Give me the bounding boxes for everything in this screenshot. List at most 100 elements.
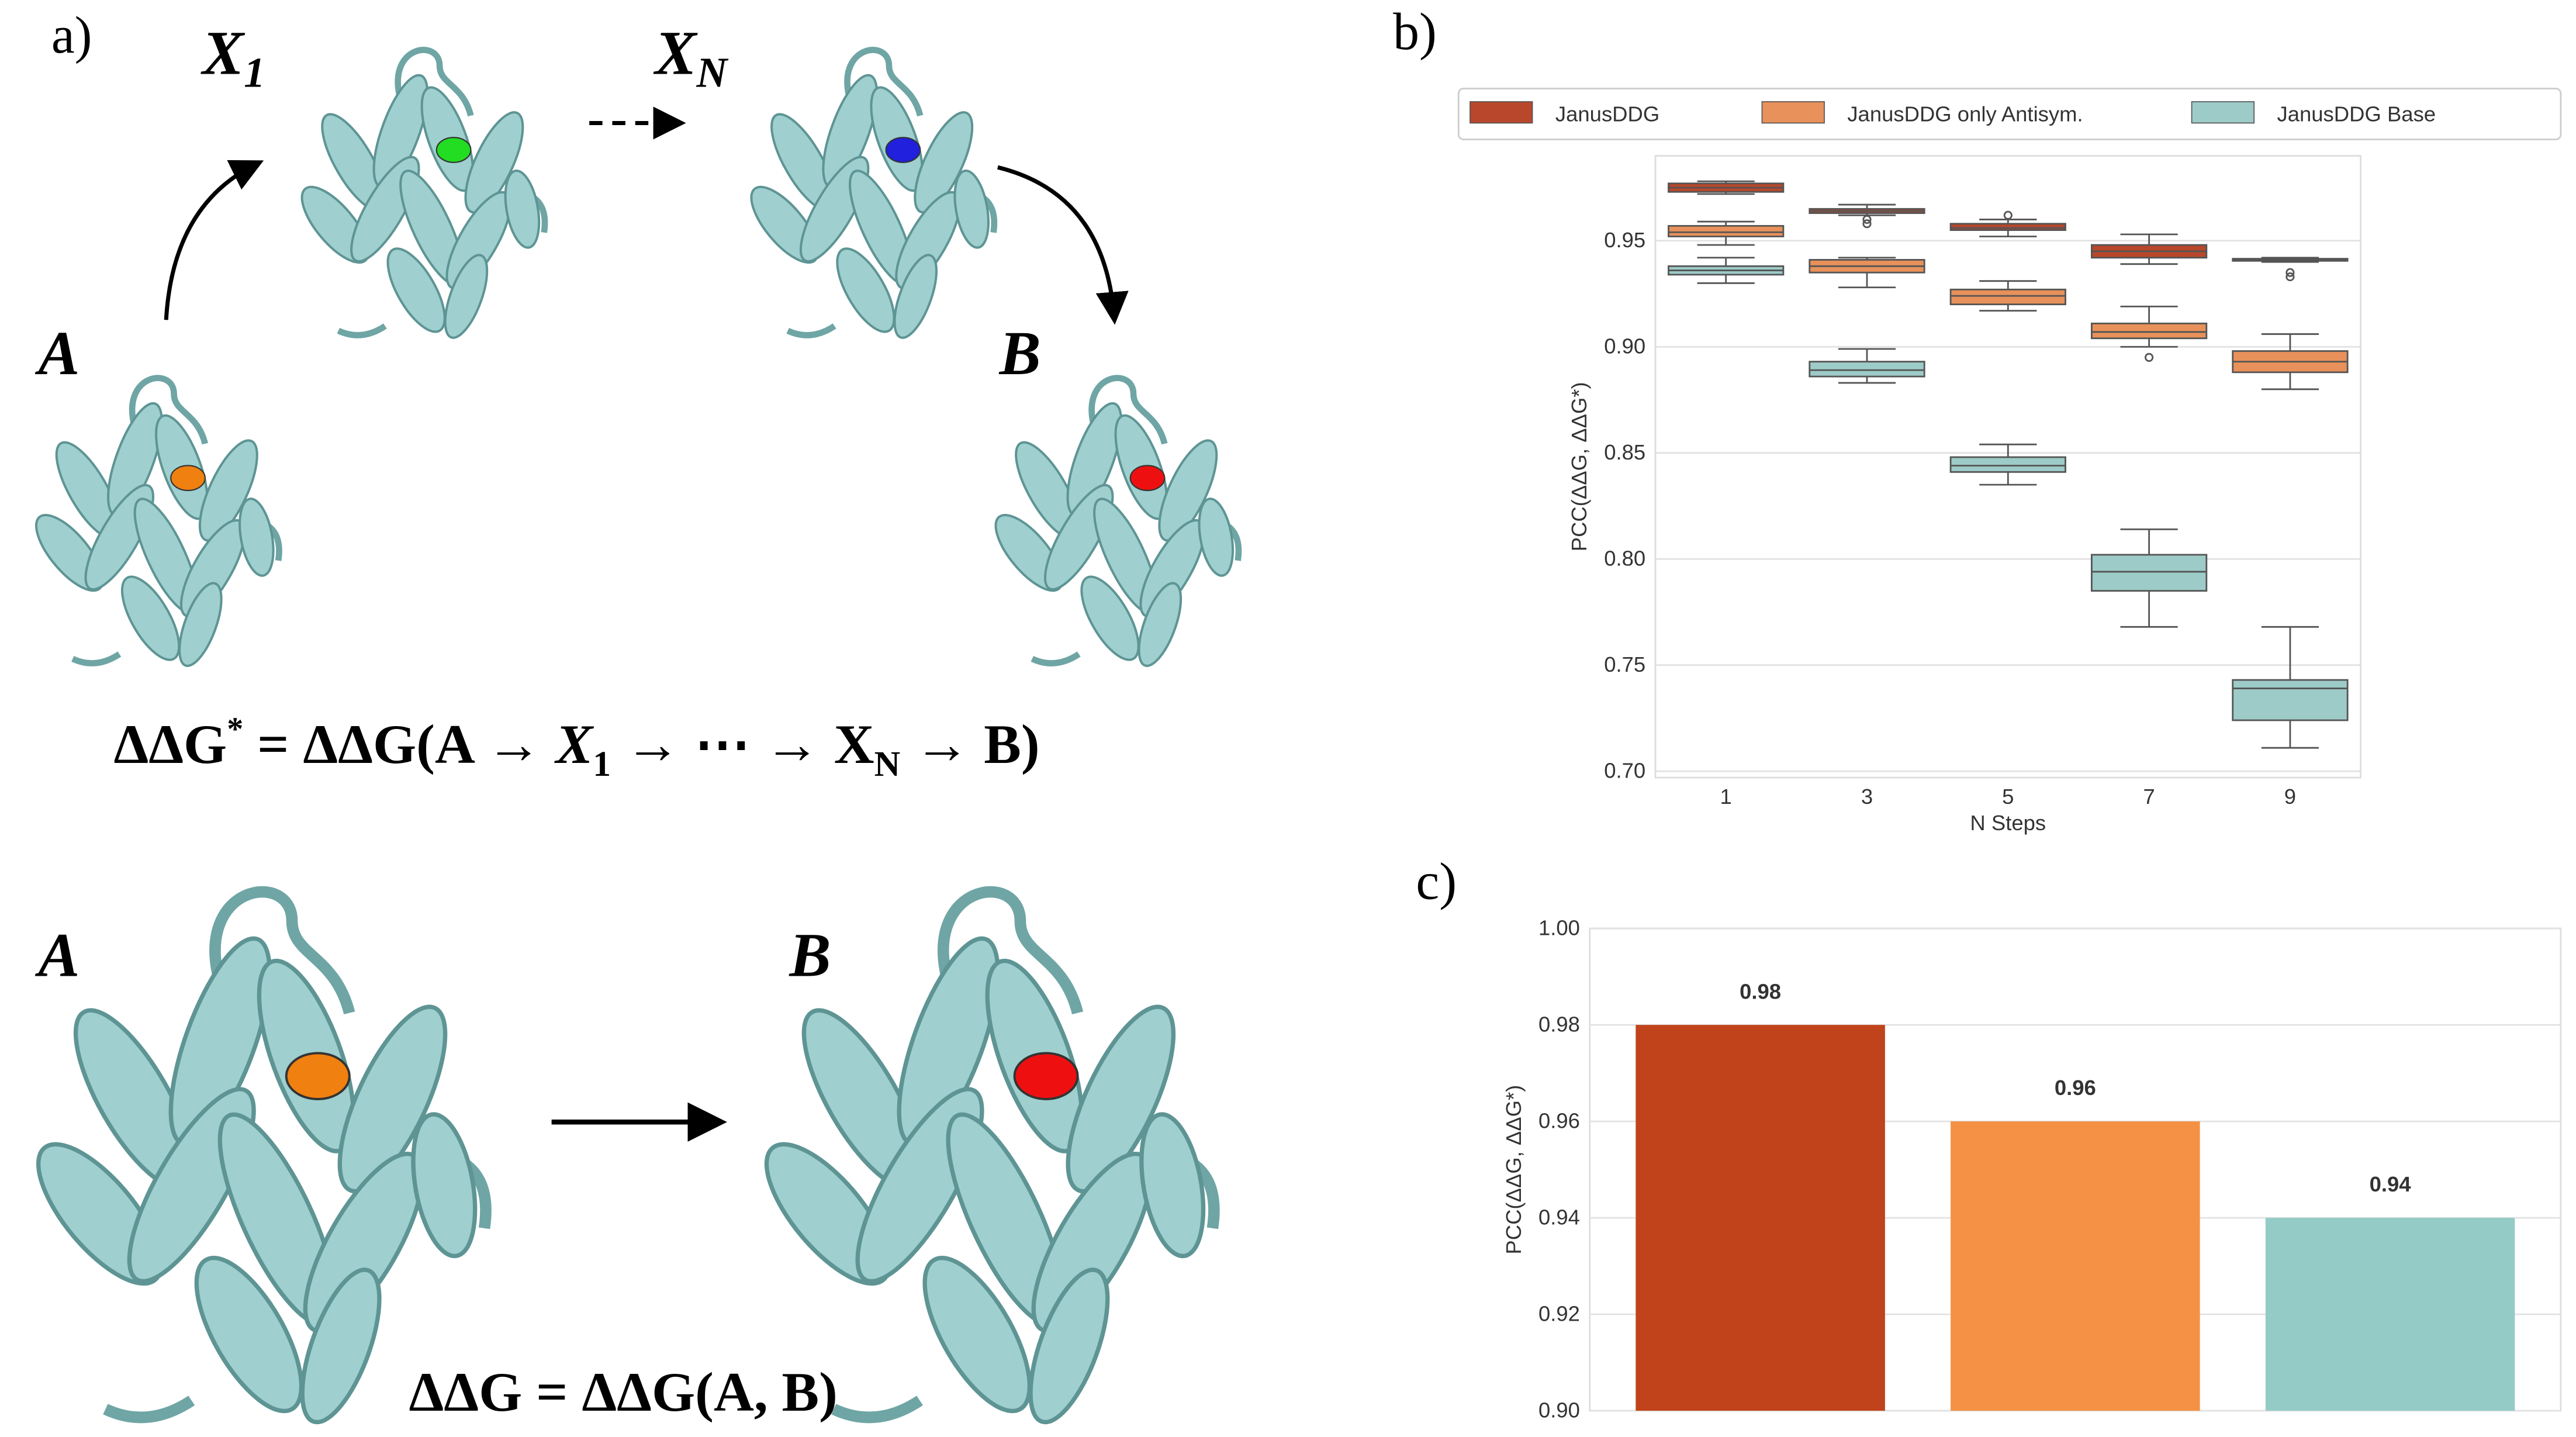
legend-frame (1457, 88, 2562, 140)
eq-sub: 1 (593, 744, 611, 784)
bar (1951, 1121, 2200, 1411)
eq-part: ΔΔG (113, 713, 227, 775)
state-label: B (999, 319, 1041, 388)
legend-label: JanusDDG Base (2277, 102, 2436, 126)
loop (209, 886, 355, 1015)
arrow (997, 165, 1129, 325)
y-axis-label: PCC(ΔΔG, ΔΔG*) (1502, 1085, 1526, 1255)
helix (444, 254, 489, 339)
value-label: 0.98 (1740, 979, 1781, 1003)
protein (764, 886, 1220, 1425)
y-tick-label: 0.95 (1604, 228, 1645, 252)
helix (1139, 1112, 1206, 1259)
eq-part: → B) (900, 713, 1039, 775)
mutation-site (1013, 1052, 1079, 1100)
helix (178, 582, 223, 667)
protein (994, 375, 1242, 667)
mutation-site (1129, 465, 1166, 492)
protein (36, 886, 492, 1425)
box (1949, 288, 2066, 306)
helix (504, 169, 541, 249)
mutation-site (285, 1052, 351, 1100)
y-tick-label: 0.90 (1538, 1398, 1580, 1422)
legend-label: JanusDDG only Antisym. (1847, 102, 2083, 126)
panel-label: c) (1416, 853, 1457, 911)
x-tick-label: 5 (2002, 785, 2014, 809)
box (1809, 361, 1925, 378)
x-tick-label: 1 (1720, 785, 1732, 809)
x-tick-label: 7 (2143, 785, 2155, 809)
eq-sub: N (874, 744, 901, 784)
helix (1158, 439, 1218, 542)
legend-swatch (1761, 101, 1825, 124)
y-tick-label: 0.90 (1604, 334, 1645, 358)
state-label: A (34, 319, 79, 388)
helix (1137, 582, 1182, 667)
helix (411, 1112, 478, 1259)
helix (836, 247, 895, 333)
box (1668, 224, 1785, 237)
y-tick-label: 0.94 (1538, 1205, 1580, 1229)
loop (938, 886, 1084, 1015)
panel-label: a) (51, 6, 92, 64)
helix (1080, 575, 1140, 661)
helix (953, 169, 990, 249)
y-axis-label: PCC(ΔΔG, ΔΔG*) (1567, 382, 1591, 551)
helix (337, 1004, 448, 1194)
box (1949, 456, 2066, 473)
helix (922, 1256, 1032, 1414)
helix (238, 498, 275, 577)
helix (386, 247, 446, 333)
y-tick-label: 0.80 (1604, 546, 1645, 570)
x-axis-label: N Steps (1970, 811, 2046, 835)
eq-part: = ΔΔG(A → (243, 713, 555, 775)
helix (1028, 1267, 1110, 1425)
bar (1635, 1025, 1885, 1411)
protein (300, 47, 548, 339)
eq-part: X (554, 713, 594, 775)
eq-part: → ⋯ → (611, 713, 834, 775)
value-label: 0.94 (2370, 1172, 2412, 1196)
box-chart: b) 0.70 0.75 0.80 0.85 0.90 0.95 1 3 5 7 9 N Steps PC… (1393, 3, 2562, 835)
bar (2265, 1218, 2515, 1411)
bar-chart: c) 0.90 0.92 0.94 0.96 0.98 1.00 PCC(ΔΔG, ΔΔG*)… (1416, 853, 2562, 1422)
mutation-site (170, 465, 206, 492)
panel-label: b) (1393, 3, 1437, 61)
helix (1066, 1004, 1176, 1194)
state-label: A (34, 921, 79, 990)
loop (1088, 375, 1168, 445)
mutation-site (435, 137, 472, 163)
protein-illustrations (35, 47, 1242, 1425)
y-tick-label: 0.85 (1604, 440, 1645, 464)
equation: ΔΔG = ΔΔG(A, B) (409, 1361, 838, 1423)
x-tick-label: 9 (2284, 785, 2296, 809)
outlier (1862, 215, 1872, 224)
eq-sup: * (227, 711, 243, 747)
box (2091, 554, 2208, 592)
legend-swatch (1469, 101, 1533, 124)
legend-label: JanusDDG (1555, 102, 1659, 126)
arrow (164, 160, 264, 320)
helix (120, 575, 181, 661)
y-tick-label: 0.96 (1538, 1108, 1580, 1132)
loop (129, 375, 209, 445)
y-tick-label: 0.92 (1538, 1301, 1580, 1325)
helix (300, 1267, 382, 1425)
subscript: 1 (244, 49, 265, 96)
helix (914, 111, 974, 214)
protein (35, 375, 282, 667)
box (1949, 223, 2066, 232)
loop (395, 47, 474, 117)
box (2091, 322, 2208, 340)
x-tick-label: 3 (1861, 785, 1873, 809)
helix (464, 111, 524, 214)
helix (194, 1256, 304, 1414)
helix (1198, 498, 1235, 577)
y-tick-label: 1.00 (1538, 916, 1580, 939)
equation: ΔΔG* = ΔΔG(A → X1 → ⋯ → XN → B) (113, 711, 1039, 784)
state-label: X1 (200, 19, 265, 96)
box (2232, 679, 2349, 721)
outlier (1862, 219, 1872, 229)
outlier (2003, 210, 2013, 220)
